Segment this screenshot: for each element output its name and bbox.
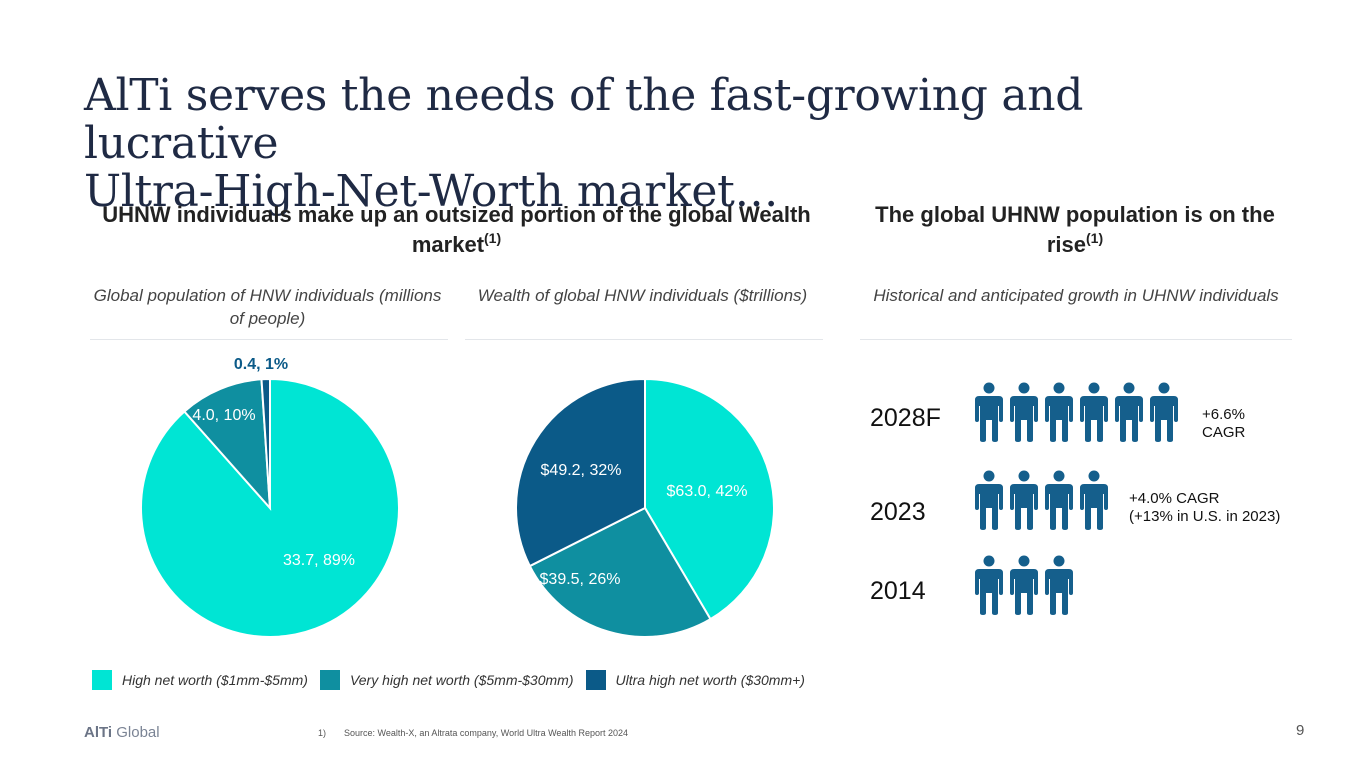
person-icon [1044, 555, 1074, 615]
population-chart-title: Global population of HNW individuals (mi… [93, 286, 442, 328]
growth-note-line-1: +6.6% [1202, 406, 1245, 423]
person-icon [1009, 470, 1039, 530]
people-icons [974, 382, 1184, 442]
population-pie-chart: 33.7, 89% 4.0, 10% 0.4, 1% [140, 356, 400, 638]
logo-bold: AlTi [84, 724, 113, 741]
divider-1 [90, 339, 448, 340]
person-icon [974, 470, 1004, 530]
pie-slice [515, 377, 646, 568]
growth-note-line-1: +4.0% CAGR [1129, 490, 1220, 507]
people-icons [974, 555, 1079, 615]
year-label: 2023 [870, 498, 926, 526]
logo-rest: Global [112, 724, 160, 741]
person-icon [1009, 382, 1039, 442]
people-icons [974, 470, 1114, 530]
wealth-pie-chart: $63.0, 42% $39.5, 26% $49.2, 32% [515, 377, 775, 638]
person-icon [1009, 555, 1039, 615]
pie-data-label: $39.5, 26% [540, 571, 621, 588]
person-icon [1044, 470, 1074, 530]
pie-data-label: 4.0, 10% [192, 407, 255, 424]
pie-data-label: $49.2, 32% [541, 462, 622, 479]
legend-label-high: High net worth ($1mm-$5mm) [122, 672, 308, 688]
page-number: 9 [1296, 722, 1305, 739]
pie-slice [260, 377, 271, 509]
person-icon [974, 555, 1004, 615]
right-section-heading: The global UHNW population is on the ris… [860, 200, 1290, 260]
wealth-chart-title: Wealth of global HNW individuals ($trill… [477, 286, 808, 305]
person-icon [1149, 382, 1179, 442]
legend-swatch-ultra-high [585, 670, 606, 690]
pie-slice [528, 506, 712, 638]
title-line-2: Ultra-High-Net-Worth market… [84, 166, 779, 217]
legend-swatch-very-high [319, 670, 340, 690]
person-icon [1079, 470, 1109, 530]
legend-label-ultra-high: Ultra high net worth ($30mm+) [615, 672, 805, 688]
divider-2 [465, 339, 823, 340]
growth-note: +4.0% CAGR (+13% in U.S. in 2023) [1129, 490, 1280, 526]
growth-note-line-2: (+13% in U.S. in 2023) [1129, 508, 1281, 525]
footnote-text: Source: Wealth-X, an Altrata company, Wo… [344, 728, 628, 738]
company-logo: AlTi Global [84, 724, 160, 741]
legend-item-very-high: Very high net worth ($5mm-$30mm) [319, 670, 574, 690]
footnote: 1) Source: Wealth-X, an Altrata company, … [318, 728, 628, 738]
growth-subtitle: Historical and anticipated growth in UHN… [873, 286, 1279, 305]
left-section-heading: UHNW individuals make up an outsized por… [84, 200, 829, 260]
chart-legend: High net worth ($1mm-$5mm) Very high net… [92, 668, 817, 692]
legend-swatch-high [92, 670, 112, 690]
footnote-number: 1) [318, 728, 327, 738]
legend-item-ultra-high: Ultra high net worth ($30mm+) [585, 670, 805, 690]
left-heading-ref: (1) [484, 230, 502, 246]
page-title: AlTi serves the needs of the fast-growin… [84, 72, 1284, 216]
person-icon [1044, 382, 1074, 442]
legend-label-very-high: Very high net worth ($5mm-$30mm) [349, 672, 574, 688]
title-line-1: AlTi serves the needs of the fast-growin… [84, 70, 1084, 169]
person-icon [974, 382, 1004, 442]
person-icon [1079, 382, 1109, 442]
legend-item-high: High net worth ($1mm-$5mm) [92, 670, 308, 690]
left-heading-text: UHNW individuals make up an outsized por… [102, 202, 811, 257]
growth-note: +6.6% CAGR [1202, 406, 1245, 442]
pie-data-label: 33.7, 89% [283, 552, 355, 569]
pie-data-label: $63.0, 42% [667, 483, 748, 500]
pie-slice [182, 378, 272, 511]
year-label: 2028F [870, 404, 941, 432]
person-icon [1114, 382, 1144, 442]
year-label: 2014 [870, 577, 926, 605]
right-heading-text: The global UHNW population is on the ris… [875, 202, 1275, 257]
right-heading-ref: (1) [1086, 230, 1104, 246]
divider-3 [860, 339, 1292, 340]
pie-slice [644, 377, 775, 621]
pie-data-label: 0.4, 1% [234, 356, 288, 373]
growth-note-line-2: CAGR [1202, 424, 1246, 441]
